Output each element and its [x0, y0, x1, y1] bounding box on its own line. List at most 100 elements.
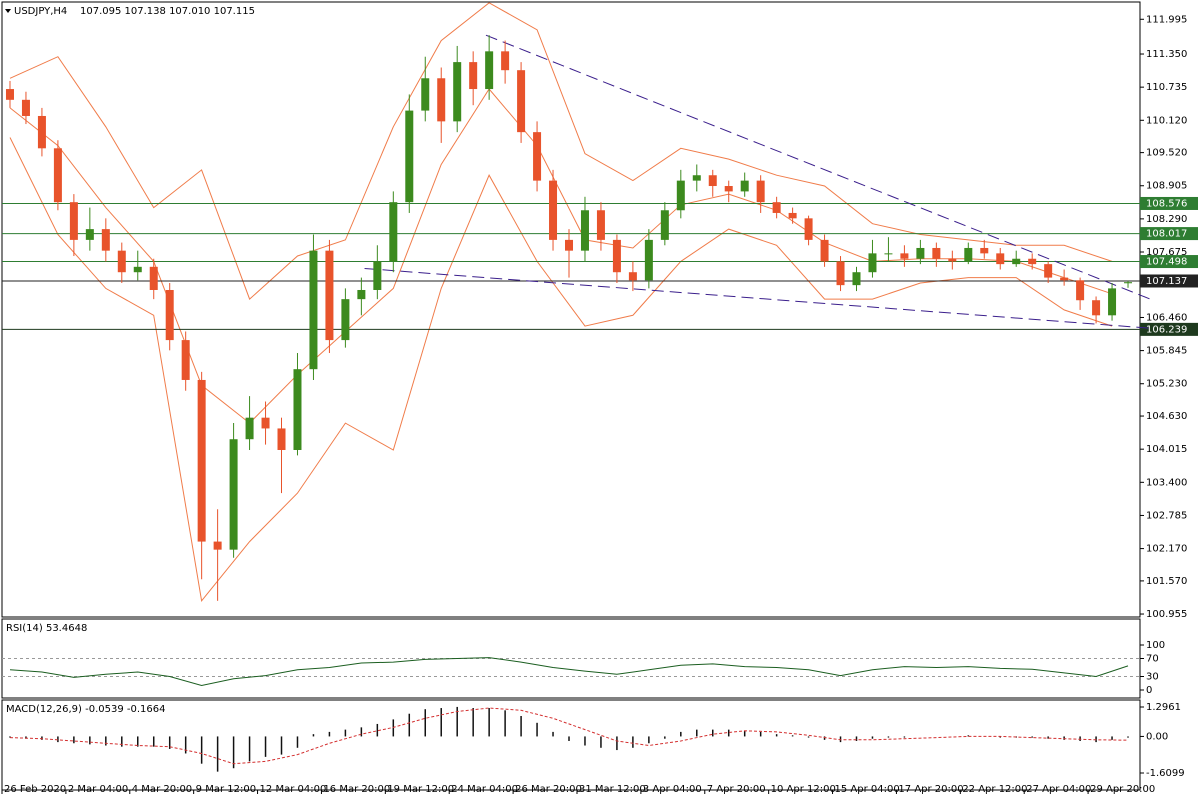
candle-body	[21, 99, 30, 116]
y-tick-label: 100	[1146, 640, 1165, 651]
candle-body	[549, 180, 558, 240]
candle-body	[580, 210, 589, 251]
x-tick-label: 19 Mar 12:00	[387, 784, 454, 795]
candle-body	[788, 212, 797, 219]
candle-body	[756, 180, 765, 203]
symbol-title: USDJPY,H4	[14, 6, 67, 17]
trendline	[364, 267, 1151, 329]
candle-body	[245, 417, 254, 440]
candle-body	[165, 289, 174, 341]
trendline	[485, 34, 1151, 300]
y-tick-label: 105.230	[1146, 379, 1187, 390]
level-label: 106.239	[1146, 324, 1187, 335]
candle-body	[980, 247, 989, 254]
candle-body	[405, 110, 414, 203]
candle-body	[1060, 277, 1069, 281]
candle-body	[293, 369, 302, 450]
candle-body	[660, 210, 669, 240]
quote: 107.095 107.138 107.010 107.115	[80, 6, 255, 17]
rsi-line	[9, 657, 1129, 687]
y-tick-label: 111.350	[1146, 49, 1187, 60]
rsi-title: RSI(14) 53.4648	[6, 623, 87, 634]
x-tick-label: 17 Apr 20:00	[898, 784, 963, 795]
candle-body	[53, 148, 62, 203]
candle-body	[69, 202, 78, 240]
candle-body	[389, 202, 398, 262]
candle-body	[277, 428, 286, 450]
x-tick-label: 12 Mar 04:00	[260, 784, 327, 795]
candle-body	[357, 289, 366, 300]
candle-body	[133, 266, 142, 273]
candle-body	[149, 266, 158, 290]
y-tick-label: 102.170	[1146, 544, 1187, 555]
x-tick-label: 16 Mar 20:00	[323, 784, 390, 795]
y-tick-label: 0.00	[1146, 731, 1168, 742]
candle-body	[261, 417, 270, 429]
candle-body	[708, 175, 717, 187]
bollinger-upper	[9, 2, 1113, 300]
macd-signal	[9, 707, 1129, 765]
level-label-box	[1140, 274, 1198, 288]
candle-body	[517, 70, 526, 133]
candle-body	[724, 186, 733, 192]
candle-body	[453, 62, 462, 122]
candle-body	[900, 253, 909, 259]
candle-body	[612, 239, 621, 273]
candle-body	[85, 229, 94, 240]
level-label-box	[1140, 255, 1198, 269]
y-tick-label: -1.6099	[1146, 768, 1185, 779]
candle-body	[644, 239, 653, 281]
candle-body	[229, 439, 238, 550]
candle-body	[373, 261, 382, 290]
y-tick-label: 104.630	[1146, 411, 1187, 422]
candle-body	[932, 247, 941, 259]
y-tick-label: 110.120	[1146, 115, 1187, 126]
y-tick-label: 30	[1146, 672, 1159, 683]
y-tick-label: 109.520	[1146, 148, 1187, 159]
x-tick-label: 27 Apr 04:00	[1026, 784, 1091, 795]
y-tick-label: 0	[1146, 685, 1152, 696]
candle-body	[868, 253, 877, 273]
level-label: 108.576	[1146, 198, 1187, 209]
menu-arrow[interactable]	[5, 9, 11, 13]
y-tick-label: 1.2961	[1146, 702, 1181, 713]
y-tick-label: 110.735	[1146, 82, 1187, 93]
level-label-box	[1140, 196, 1198, 210]
candle-body	[197, 379, 206, 542]
bollinger-lower	[9, 137, 1113, 602]
y-tick-label: 105.845	[1146, 346, 1187, 357]
y-tick-label: 70	[1146, 654, 1159, 665]
level-label: 108.017	[1146, 229, 1187, 240]
candle-body	[437, 78, 446, 122]
y-tick-label: 100.955	[1146, 609, 1187, 620]
x-tick-label: 31 Mar 12:00	[579, 784, 646, 795]
candle-body	[772, 202, 781, 213]
level-label: 107.137	[1146, 276, 1187, 287]
candle-body	[1012, 258, 1021, 265]
candle-body	[117, 250, 126, 273]
main-panel	[1, 1, 1141, 618]
candle-body	[1124, 282, 1133, 284]
candle-body	[596, 210, 605, 240]
candle-body	[692, 175, 701, 181]
candle-body	[1092, 300, 1101, 316]
candle-body	[309, 250, 318, 370]
candle-body	[565, 239, 574, 251]
macd-panel	[1, 699, 1141, 791]
candle-body	[469, 62, 478, 90]
y-tick-label: 101.570	[1146, 576, 1187, 587]
candle-body	[37, 115, 46, 149]
candle-body	[325, 250, 334, 341]
x-tick-label: 24 Mar 04:00	[451, 784, 518, 795]
level-label-box	[1140, 227, 1198, 241]
x-tick-label: 2 Mar 04:00	[68, 784, 128, 795]
bollinger-middle	[9, 88, 1113, 424]
candle-body	[101, 229, 110, 251]
candle-body	[996, 253, 1005, 265]
candle-body	[804, 218, 813, 240]
candle-body	[628, 272, 637, 281]
x-tick-label: 10 Apr 12:00	[771, 784, 836, 795]
x-tick-label: 15 Apr 04:00	[835, 784, 900, 795]
